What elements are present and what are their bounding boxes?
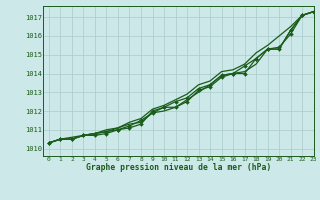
X-axis label: Graphe pression niveau de la mer (hPa): Graphe pression niveau de la mer (hPa) xyxy=(86,163,271,172)
